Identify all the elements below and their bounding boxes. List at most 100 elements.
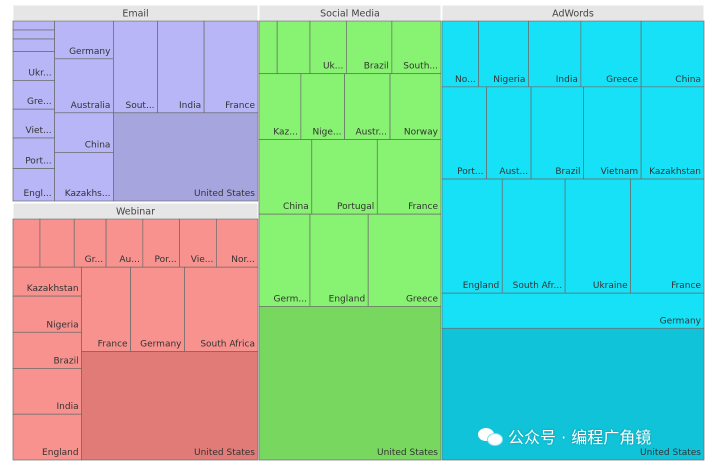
tile-social-media-uk[interactable] [309, 20, 347, 75]
tile-webinar-nigeria[interactable] [12, 295, 82, 333]
tile-email-ukr[interactable] [12, 51, 56, 81]
tile-social-media-england-label: England [329, 294, 366, 304]
tile-email-blank-0[interactable] [12, 20, 56, 31]
tile-adwords-no[interactable] [441, 20, 480, 88]
tile-adwords-ukraine[interactable] [564, 178, 631, 294]
tile-webinar-united-states[interactable] [81, 351, 259, 461]
tile-email-germany-label: Germany [69, 47, 111, 57]
tile-email-germany[interactable] [54, 20, 114, 60]
tile-adwords-england[interactable] [441, 178, 503, 294]
tile-email-engl[interactable] [12, 168, 56, 202]
tile-email-gre-label: Gre... [27, 97, 52, 107]
tile-adwords-kazakhstan-label: Kazakhstan [649, 167, 701, 177]
tile-email-sout[interactable] [113, 20, 158, 114]
group-title-social-media: Social Media [320, 9, 380, 20]
tile-webinar-brazil-label: Brazil [53, 356, 78, 366]
tile-social-media-nige[interactable] [300, 73, 345, 140]
tile-adwords-vietnam[interactable] [583, 86, 642, 180]
tile-social-media-portugal-label: Portugal [337, 202, 374, 212]
group-social-media: Social Media Uk... Brazil South... Kaz... Nig… [258, 4, 442, 461]
tile-webinar-south-africa-label: South Africa [200, 340, 255, 350]
tile-social-media-blank-1[interactable] [276, 20, 311, 75]
tile-adwords-france-label: France [671, 281, 701, 291]
tile-adwords-port[interactable] [441, 86, 487, 180]
tile-social-media-norway-label: Norway [404, 128, 439, 138]
tile-social-media-china[interactable] [258, 139, 313, 215]
tile-webinar-blank-1[interactable] [39, 218, 75, 268]
tile-adwords-aust[interactable] [486, 86, 532, 180]
wechat-icon [478, 426, 503, 446]
tile-adwords-south-afr[interactable] [501, 178, 566, 294]
tile-social-media-austr[interactable] [344, 73, 391, 140]
tile-adwords-kazakhstan[interactable] [640, 86, 705, 180]
tile-adwords-brazil-label: Brazil [555, 167, 580, 177]
tile-social-media-england[interactable] [309, 213, 369, 307]
tile-social-media-united-states[interactable] [258, 306, 442, 461]
tile-social-media-germ[interactable] [258, 213, 311, 307]
tile-social-media-uk-label: Uk... [323, 62, 343, 72]
tile-email-france-label: France [225, 101, 255, 111]
tile-email-kazakhs[interactable] [54, 152, 114, 202]
tile-adwords-nigeria-label: Nigeria [493, 75, 525, 85]
tile-webinar-au-label: Au... [119, 255, 139, 265]
tile-webinar-kazakhstan[interactable] [12, 266, 82, 297]
tile-adwords-china[interactable] [640, 20, 705, 88]
tile-email-sout-label: Sout... [126, 101, 155, 111]
tile-email-australia[interactable] [54, 58, 114, 114]
tile-social-media-brazil-label: Brazil [364, 62, 389, 72]
tile-adwords-nigeria[interactable] [478, 20, 529, 88]
tile-adwords-no-label: No... [455, 75, 476, 85]
tile-adwords-india-label: India [556, 75, 578, 85]
tile-adwords-france[interactable] [630, 178, 705, 294]
tile-webinar-germany[interactable] [130, 266, 185, 352]
group-email: Email Ukr... Gre... Viet... Port... Engl... Ge… [12, 4, 259, 202]
tile-webinar-united-states-label: United States [194, 448, 255, 458]
tile-adwords-germany[interactable] [441, 292, 705, 329]
tile-email-australia-label: Australia [71, 101, 111, 111]
tile-email-blank-1[interactable] [12, 29, 56, 40]
tile-webinar-gr-label: Gr... [85, 255, 103, 265]
tile-webinar-gr[interactable] [73, 218, 107, 268]
tile-social-media-blank-0[interactable] [258, 20, 278, 75]
tile-webinar-blank-0[interactable] [12, 218, 41, 268]
tile-webinar-au[interactable] [105, 218, 144, 268]
tile-adwords-england-label: England [463, 281, 500, 291]
tile-adwords-brazil[interactable] [530, 86, 584, 180]
tile-webinar-germany-label: Germany [140, 340, 182, 350]
tile-email-ukr-label: Ukr... [28, 68, 51, 78]
tile-social-media-greece[interactable] [367, 213, 442, 307]
tile-email-france[interactable] [203, 20, 259, 114]
tile-email-china[interactable] [54, 112, 114, 153]
tile-adwords-united-states-label: United States [640, 448, 701, 458]
tile-webinar-england[interactable] [12, 413, 82, 461]
tile-social-media-nige-label: Nige... [312, 128, 341, 138]
tile-email-united-states[interactable] [113, 112, 259, 202]
tile-webinar-south-africa[interactable] [184, 266, 259, 352]
tile-email-united-states-label: United States [194, 189, 255, 199]
tile-email-gre[interactable] [12, 80, 56, 110]
tile-adwords-greece[interactable] [580, 20, 642, 88]
tile-webinar-kazakhstan-label: Kazakhstan [27, 284, 79, 294]
tile-social-media-france[interactable] [376, 139, 442, 215]
tile-social-media-china-label: China [283, 202, 309, 212]
tile-social-media-portugal[interactable] [311, 139, 378, 215]
tile-social-media-south-label: South... [403, 62, 438, 72]
group-title-adwords: AdWords [552, 9, 594, 20]
tile-email-india[interactable] [157, 20, 205, 114]
tile-webinar-por[interactable] [142, 218, 180, 268]
group-webinar: Webinar Gr... Au... Por... Vie... Nor... Kazak… [12, 202, 259, 461]
tile-webinar-por-label: Por... [155, 255, 177, 265]
tile-adwords-vietnam-label: Vietnam [601, 167, 639, 177]
tile-social-media-austr-label: Austr... [355, 128, 387, 138]
tile-social-media-brazil[interactable] [346, 20, 393, 75]
tile-email-blank-2[interactable] [12, 38, 56, 52]
tile-social-media-south[interactable] [391, 20, 442, 75]
tile-webinar-england-label: England [42, 448, 79, 458]
group-adwords: AdWords No... Nigeria India Greece China Port.… [441, 4, 705, 461]
tile-social-media-france-label: France [408, 202, 438, 212]
watermark: 公众号 · 编程广角镜 [478, 424, 651, 448]
tile-adwords-ukraine-label: Ukraine [593, 281, 628, 291]
tile-webinar-nor[interactable] [216, 218, 259, 268]
tile-social-media-norway[interactable] [389, 73, 442, 140]
